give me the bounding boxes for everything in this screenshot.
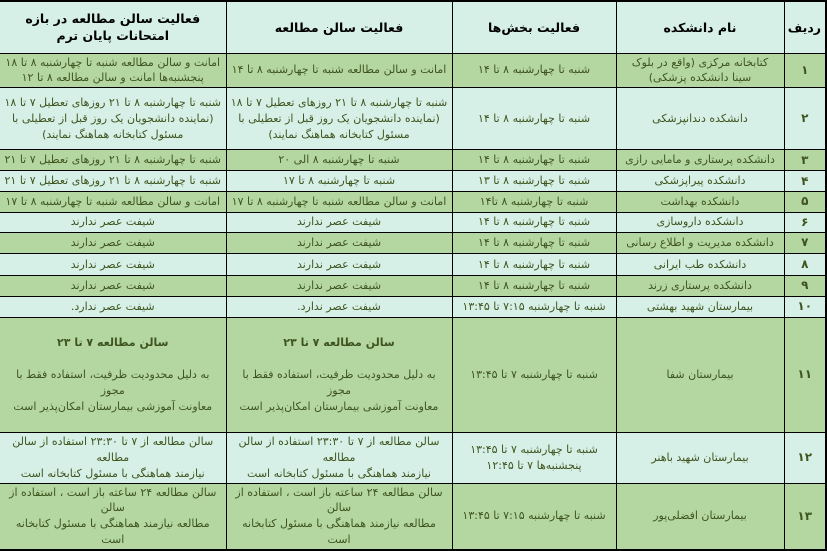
header-row: ردیف نام دانشکده فعالیت بخش‌ها فعالیت سا… bbox=[0, 0, 827, 54]
cell-row-number: ۵ bbox=[783, 191, 827, 213]
exam-period-hours-title: سالن مطالعه ۷ تا ۲۳ bbox=[57, 336, 169, 350]
cell-exam-period-hours: امانت و سالن مطالعه شنبه تا چهارشنبه ۸ ت… bbox=[0, 191, 227, 213]
cell-exam-period-hours: شیفت عصر ندارند bbox=[0, 211, 227, 234]
cell-sections-hours: شنبه تا چهارشنبه ۸ تا ۱۴ bbox=[451, 232, 617, 255]
cell-study-hall-hours: شیفت عصر ندارند bbox=[225, 211, 453, 234]
cell-faculty-name: کتابخانه مرکزی (واقع در بلوک سینا دانشکد… bbox=[615, 52, 785, 89]
cell-row-number: ۸ bbox=[783, 253, 827, 277]
cell-sections-hours: شنبه تا چهارشنبه ۸ تا ۱۴ bbox=[451, 149, 617, 172]
cell-study-hall-hours: شنبه تا چهارشنبه ۸ تا ۲۱ روزهای تعطیل ۷ … bbox=[225, 87, 453, 151]
exam-period-hours-note: به دلیل محدودیت ظرفیت، استفاده فقط با مج… bbox=[13, 367, 213, 413]
cell-row-number: ۴ bbox=[783, 170, 827, 193]
cell-sections-hours: شنبه تا چهارشنبه ۸ تا ۱۴ bbox=[451, 275, 617, 298]
cell-study-hall-hours: سالن مطالعه ۲۴ ساعته باز است ، استفاده ا… bbox=[225, 482, 453, 551]
cell-exam-period-hours: شیفت عصر ندارد. bbox=[0, 296, 227, 319]
table-row: ۱۱ بیمارستان شفا شنبه تا چهارشنبه ۷ تا ۱… bbox=[0, 317, 827, 433]
header-exam-period-activity: فعالیت سالن مطالعه در بازه امتحانات پایا… bbox=[0, 0, 227, 54]
table-row: ۲ دانشکده دندانپزشکی شنبه تا چهارشنبه ۸ … bbox=[0, 87, 827, 151]
cell-row-number: ۱۲ bbox=[783, 431, 827, 484]
cell-sections-hours: شنبه تا چهارشنبه ۸ تا ۱۴ bbox=[451, 87, 617, 151]
cell-exam-period-hours: سالن مطالعه ۲۴ ساعته باز است ، استفاده ا… bbox=[0, 482, 227, 551]
cell-row-number: ۱۱ bbox=[783, 317, 827, 433]
header-row-number: ردیف bbox=[783, 0, 827, 54]
cell-faculty-name: بیمارستان افضلی‌پور bbox=[615, 482, 785, 551]
cell-row-number: ۱۳ bbox=[783, 482, 827, 551]
table-row: ۶ دانشکده داروسازی شنبه تا چهارشنبه ۸ تا… bbox=[0, 211, 827, 234]
table-row: ۳ دانشکده پرستاری و مامایی رازی شنبه تا … bbox=[0, 149, 827, 172]
cell-row-number: ۹ bbox=[783, 275, 827, 298]
cell-faculty-name: دانشکده پرستاری زرند bbox=[615, 275, 785, 298]
cell-study-hall-hours: سالن مطالعه از ۷ تا ۲۳:۳۰ استفاده از سال… bbox=[225, 431, 453, 484]
table-row: ۴ دانشکده پیراپزشکی شنبه تا چهارشنبه ۸ ت… bbox=[0, 170, 827, 193]
cell-study-hall-hours: سالن مطالعه ۷ تا ۲۳ به دلیل محدودیت ظرفی… bbox=[225, 317, 453, 433]
cell-exam-period-hours: سالن مطالعه از ۷ تا ۲۳:۳۰ استفاده از سال… bbox=[0, 431, 227, 484]
table-row: ۱۳ بیمارستان افضلی‌پور شنبه تا چهارشنبه … bbox=[0, 482, 827, 551]
table-row: ۱۲ بیمارستان شهید باهنر شنبه تا چهارشنبه… bbox=[0, 431, 827, 484]
cell-exam-period-hours: سالن مطالعه ۷ تا ۲۳ به دلیل محدودیت ظرفی… bbox=[0, 317, 227, 433]
cell-study-hall-hours: شنبه تا چهارشنبه ۸ تا ۱۷ bbox=[225, 170, 453, 193]
cell-faculty-name: بیمارستان شفا bbox=[615, 317, 785, 433]
cell-sections-hours: شنبه تا چهارشنبه ۸ تا ۱۳ bbox=[451, 170, 617, 193]
cell-row-number: ۶ bbox=[783, 211, 827, 234]
table-row: ۹ دانشکده پرستاری زرند شنبه تا چهارشنبه … bbox=[0, 275, 827, 298]
study-hall-hours-note: به دلیل محدودیت ظرفیت، استفاده فقط با مج… bbox=[239, 367, 439, 413]
table-row: ۸ دانشکده طب ایرانی شنبه تا چهارشنبه ۸ ت… bbox=[0, 253, 827, 277]
cell-sections-hours: شنبه تا چهارشنبه ۸ تا ۱۴ bbox=[451, 253, 617, 277]
cell-study-hall-hours: امانت و سالن مطالعه شنبه تا چهارشنبه ۸ ت… bbox=[225, 191, 453, 213]
cell-sections-hours: شنبه تا چهارشنبه ۸ تا۱۴ bbox=[451, 191, 617, 213]
cell-study-hall-hours: شیفت عصر ندارند bbox=[225, 253, 453, 277]
cell-sections-hours: شنبه تا چهارشنبه ۸ تا ۱۴ bbox=[451, 52, 617, 89]
cell-sections-hours: شنبه تا چهارشنبه ۷ تا ۱۳:۴۵ bbox=[451, 317, 617, 433]
cell-exam-period-hours: شیفت عصر ندارند bbox=[0, 232, 227, 255]
table-row: ۵ دانشکده بهداشت شنبه تا چهارشنبه ۸ تا۱۴… bbox=[0, 191, 827, 213]
cell-sections-hours: شنبه تا چهارشنبه ۷ تا ۱۳:۴۵ پنجشنبه‌ها ۷… bbox=[451, 431, 617, 484]
study-hall-hours-title: سالن مطالعه ۷ تا ۲۳ bbox=[283, 336, 395, 350]
cell-row-number: ۲ bbox=[783, 87, 827, 151]
cell-faculty-name: دانشکده داروسازی bbox=[615, 211, 785, 234]
cell-faculty-name: دانشکده مدیریت و اطلاع رسانی bbox=[615, 232, 785, 255]
table-row: ۱۰ بیمارستان شهید بهشتی شنبه تا چهارشنبه… bbox=[0, 296, 827, 319]
header-sections-activity: فعالیت بخش‌ها bbox=[451, 0, 617, 54]
cell-exam-period-hours: شیفت عصر ندارند bbox=[0, 253, 227, 277]
cell-sections-hours: شنبه تا چهارشنبه ۸ تا ۱۴ bbox=[451, 211, 617, 234]
cell-row-number: ۱۰ bbox=[783, 296, 827, 319]
cell-study-hall-hours: شنبه تا چهارشنبه ۸ الی ۲۰ bbox=[225, 149, 453, 172]
cell-faculty-name: دانشکده دندانپزشکی bbox=[615, 87, 785, 151]
cell-row-number: ۳ bbox=[783, 149, 827, 172]
cell-exam-period-hours: شنبه تا چهارشنبه ۸ تا ۲۱ روزهای تعطیل ۷ … bbox=[0, 149, 227, 172]
cell-exam-period-hours: شیفت عصر ندارند bbox=[0, 275, 227, 298]
cell-exam-period-hours: شنبه تا چهارشنبه ۸ تا ۲۱ روزهای تعطیل ۷ … bbox=[0, 170, 227, 193]
header-faculty-name: نام دانشکده bbox=[615, 0, 785, 54]
cell-faculty-name: بیمارستان شهید بهشتی bbox=[615, 296, 785, 319]
cell-exam-period-hours: شنبه تا چهارشنبه ۸ تا ۲۱ روزهای تعطیل ۷ … bbox=[0, 87, 227, 151]
cell-faculty-name: دانشکده پرستاری و مامایی رازی bbox=[615, 149, 785, 172]
cell-sections-hours: شنبه تا چهارشنبه ۷:۱۵ تا ۱۳:۴۵ bbox=[451, 296, 617, 319]
cell-faculty-name: دانشکده بهداشت bbox=[615, 191, 785, 213]
cell-exam-period-hours: امانت و سالن مطالعه شنبه تا چهارشنبه ۸ ت… bbox=[0, 52, 227, 89]
cell-sections-hours: شنبه تا چهارشنبه ۷:۱۵ تا ۱۳:۴۵ bbox=[451, 482, 617, 551]
cell-study-hall-hours: شیفت عصر ندارند bbox=[225, 232, 453, 255]
table-row: ۷ دانشکده مدیریت و اطلاع رسانی شنبه تا چ… bbox=[0, 232, 827, 255]
table-row: ۱ کتابخانه مرکزی (واقع در بلوک سینا دانش… bbox=[0, 52, 827, 89]
cell-study-hall-hours: امانت و سالن مطالعه شنبه تا چهارشنبه ۸ ت… bbox=[225, 52, 453, 89]
cell-study-hall-hours: شیفت عصر ندارند bbox=[225, 275, 453, 298]
cell-row-number: ۷ bbox=[783, 232, 827, 255]
cell-faculty-name: دانشکده پیراپزشکی bbox=[615, 170, 785, 193]
cell-faculty-name: بیمارستان شهید باهنر bbox=[615, 431, 785, 484]
cell-faculty-name: دانشکده طب ایرانی bbox=[615, 253, 785, 277]
cell-study-hall-hours: شیفت عصر ندارد. bbox=[225, 296, 453, 319]
cell-row-number: ۱ bbox=[783, 52, 827, 89]
header-study-hall-activity: فعالیت سالن مطالعه bbox=[225, 0, 453, 54]
